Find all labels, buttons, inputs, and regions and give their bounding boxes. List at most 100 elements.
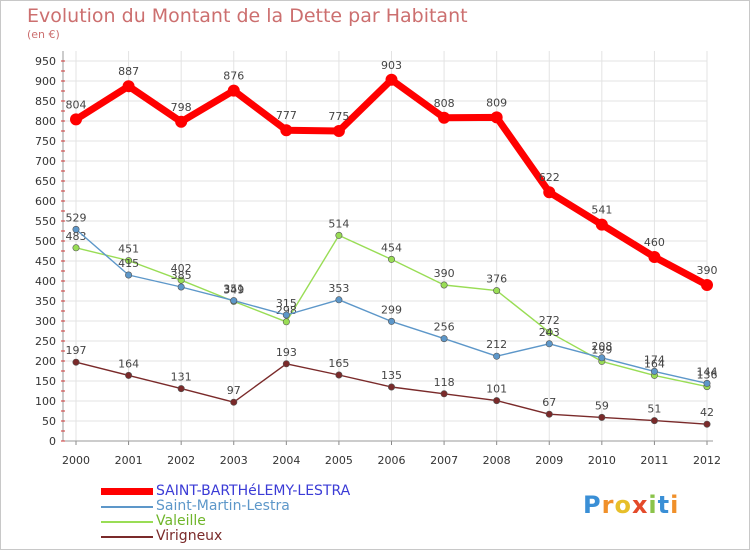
data-point bbox=[125, 371, 133, 379]
data-label: 243 bbox=[539, 326, 560, 339]
data-label: 390 bbox=[434, 267, 455, 280]
data-point bbox=[387, 255, 395, 263]
chart-title: Evolution du Montant de la Dette par Hab… bbox=[27, 5, 468, 27]
y-tick-label: 900 bbox=[35, 75, 56, 88]
legend-item: Valeille bbox=[101, 513, 401, 530]
data-point bbox=[70, 113, 82, 126]
data-label: 174 bbox=[644, 353, 665, 366]
data-label: 541 bbox=[591, 204, 612, 217]
data-label: 349 bbox=[223, 283, 244, 296]
data-label: 415 bbox=[118, 257, 139, 270]
data-point bbox=[543, 186, 556, 199]
proxiti-logo: Proxiti bbox=[583, 491, 679, 519]
data-label: 903 bbox=[381, 59, 402, 72]
data-point bbox=[335, 296, 343, 304]
data-label: 67 bbox=[542, 396, 556, 409]
y-tick-label: 300 bbox=[35, 315, 56, 328]
data-label: 798 bbox=[171, 101, 192, 114]
data-label: 385 bbox=[171, 269, 192, 282]
legend-swatch bbox=[101, 521, 153, 523]
data-label: 131 bbox=[171, 371, 192, 384]
data-point bbox=[282, 311, 290, 319]
y-tick-label: 850 bbox=[35, 95, 56, 108]
data-point bbox=[177, 276, 185, 284]
data-label: 460 bbox=[644, 236, 665, 249]
data-label: 97 bbox=[227, 384, 241, 397]
data-point bbox=[650, 417, 658, 425]
y-tick-label: 350 bbox=[35, 295, 56, 308]
legend-label: SAINT-BARTHéLEMY-LESTRA bbox=[156, 483, 351, 499]
data-point bbox=[440, 281, 448, 289]
data-point bbox=[650, 367, 658, 375]
data-label: 101 bbox=[486, 383, 507, 396]
data-point bbox=[72, 358, 80, 366]
x-tick-label: 2005 bbox=[325, 454, 353, 467]
data-label: 136 bbox=[697, 369, 718, 382]
data-point bbox=[545, 340, 553, 348]
data-label: 804 bbox=[66, 98, 87, 111]
y-tick-label: 650 bbox=[35, 175, 56, 188]
data-point bbox=[595, 218, 608, 231]
data-label: 402 bbox=[171, 262, 192, 275]
y-tick-label: 400 bbox=[35, 275, 56, 288]
logo-letter: i bbox=[648, 491, 658, 519]
logo-letter: o bbox=[614, 491, 632, 519]
x-tick-label: 2010 bbox=[588, 454, 616, 467]
data-point bbox=[598, 413, 606, 421]
data-point bbox=[122, 80, 135, 93]
data-point bbox=[282, 318, 290, 326]
data-point bbox=[230, 297, 238, 305]
legend-label: Virigneux bbox=[156, 528, 223, 544]
data-label: 808 bbox=[434, 97, 455, 110]
logo-letter: i bbox=[670, 491, 680, 519]
legend-item: SAINT-BARTHéLEMY-LESTRA bbox=[101, 483, 401, 500]
data-point bbox=[703, 379, 711, 387]
data-point bbox=[177, 385, 185, 393]
data-point bbox=[175, 115, 188, 128]
x-tick-label: 2000 bbox=[62, 454, 90, 467]
data-point bbox=[387, 383, 395, 391]
data-label: 451 bbox=[118, 243, 139, 256]
legend-label: Valeille bbox=[156, 513, 206, 529]
y-tick-label: 500 bbox=[35, 235, 56, 248]
data-label: 777 bbox=[276, 109, 297, 122]
data-point bbox=[125, 271, 133, 279]
y-tick-label: 50 bbox=[42, 415, 56, 428]
data-label: 876 bbox=[223, 70, 244, 83]
logo-letter: P bbox=[583, 491, 602, 519]
data-label: 199 bbox=[591, 343, 612, 356]
x-tick-label: 2008 bbox=[483, 454, 511, 467]
data-label: 351 bbox=[223, 283, 244, 296]
data-point bbox=[280, 124, 293, 137]
data-point bbox=[440, 390, 448, 398]
data-point bbox=[438, 111, 451, 124]
y-tick-label: 450 bbox=[35, 255, 56, 268]
chart-unit: (en €) bbox=[27, 28, 60, 41]
x-tick-label: 2012 bbox=[693, 454, 721, 467]
data-label: 118 bbox=[434, 376, 455, 389]
logo-letter: t bbox=[657, 491, 671, 519]
logo-letter: r bbox=[601, 491, 615, 519]
legend-label: Saint-Martin-Lestra bbox=[156, 498, 290, 514]
data-point bbox=[335, 371, 343, 379]
data-point bbox=[335, 231, 343, 239]
data-label: 164 bbox=[644, 357, 665, 370]
y-tick-label: 100 bbox=[35, 395, 56, 408]
x-tick-label: 2011 bbox=[640, 454, 668, 467]
data-label: 144 bbox=[697, 365, 718, 378]
x-tick-label: 2004 bbox=[272, 454, 300, 467]
x-tick-label: 2007 bbox=[430, 454, 458, 467]
data-label: 622 bbox=[539, 171, 560, 184]
data-label: 299 bbox=[381, 303, 402, 316]
data-label: 208 bbox=[591, 340, 612, 353]
y-tick-label: 600 bbox=[35, 195, 56, 208]
data-point bbox=[72, 244, 80, 252]
data-label: 212 bbox=[486, 338, 507, 351]
y-tick-label: 250 bbox=[35, 335, 56, 348]
data-point bbox=[72, 225, 80, 233]
data-point bbox=[227, 84, 240, 97]
y-tick-label: 200 bbox=[35, 355, 56, 368]
data-point bbox=[490, 111, 503, 124]
